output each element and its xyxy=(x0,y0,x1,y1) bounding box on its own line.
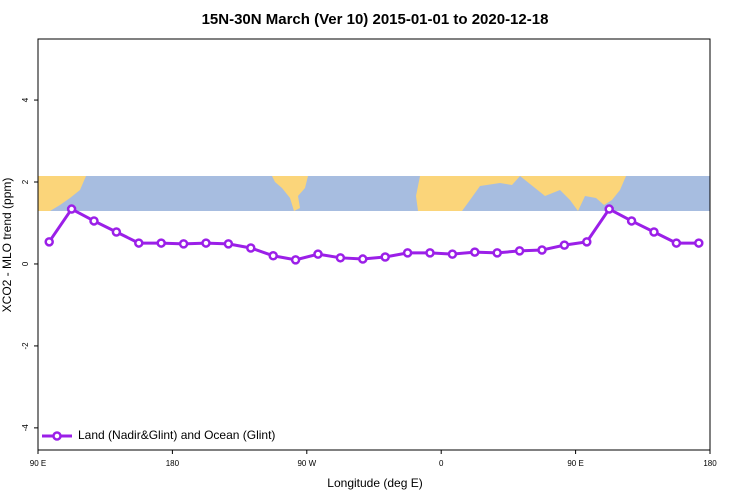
x-tick-label: 90 E xyxy=(30,459,46,468)
x-tick-label: 90 W xyxy=(297,459,316,468)
land xyxy=(38,176,86,211)
point xyxy=(470,247,480,257)
point xyxy=(514,246,525,256)
point xyxy=(89,216,99,226)
y-tick-label: 2 xyxy=(21,179,30,184)
point xyxy=(223,239,234,249)
point xyxy=(111,227,122,237)
point xyxy=(582,237,592,247)
point xyxy=(380,252,390,262)
chart-title: 15N-30N March (Ver 10) 2015-01-01 to 202… xyxy=(202,11,549,28)
legend-marker xyxy=(52,431,62,441)
point xyxy=(492,248,502,258)
point xyxy=(66,204,77,214)
land xyxy=(416,176,520,211)
point xyxy=(649,227,659,237)
x-tick-label: 180 xyxy=(166,459,180,468)
x-axis-label: Longitude (deg E) xyxy=(327,476,422,490)
point xyxy=(425,248,435,258)
point xyxy=(626,216,637,226)
point xyxy=(559,240,570,250)
point xyxy=(134,238,144,248)
y-tick-label: -4 xyxy=(21,424,30,432)
point xyxy=(178,239,189,249)
point xyxy=(268,251,278,261)
point xyxy=(671,238,682,248)
land xyxy=(520,176,626,211)
point xyxy=(156,238,166,248)
point xyxy=(604,204,614,214)
point xyxy=(313,249,323,259)
point xyxy=(537,245,547,255)
y-tick-label: 4 xyxy=(21,97,30,102)
point xyxy=(694,238,704,248)
line xyxy=(47,207,699,262)
point xyxy=(44,237,54,247)
point xyxy=(358,254,368,264)
map-background xyxy=(38,176,710,211)
x-tick-label: 90 E xyxy=(567,459,583,468)
point xyxy=(402,248,413,258)
point xyxy=(447,249,458,259)
point xyxy=(246,243,256,253)
x-tick-label: 0 xyxy=(439,459,444,468)
y-tick-label: 0 xyxy=(21,261,30,266)
x-tick-label: 180 xyxy=(703,459,717,468)
legend-label: Land (Nadir&Glint) and Ocean (Glint) xyxy=(78,428,275,442)
point xyxy=(335,253,346,263)
point xyxy=(201,238,211,248)
plot-frame xyxy=(37,38,711,451)
point xyxy=(290,255,301,265)
y-axis-label: XCO2 - MLO trend (ppm) xyxy=(0,178,14,313)
y-tick-label: -2 xyxy=(21,342,30,350)
land xyxy=(272,176,308,211)
